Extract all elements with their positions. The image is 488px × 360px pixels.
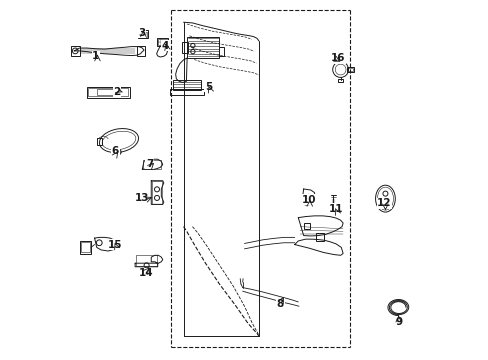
Bar: [70, 45, 80, 56]
Text: 11: 11: [328, 204, 343, 214]
Bar: [346, 67, 353, 72]
Text: 16: 16: [330, 53, 344, 63]
Bar: [137, 45, 144, 56]
Bar: [218, 47, 224, 56]
Bar: [97, 89, 119, 95]
Text: 8: 8: [276, 299, 284, 309]
Bar: [187, 37, 219, 58]
Text: 15: 15: [108, 239, 122, 249]
Bar: [158, 40, 167, 45]
Bar: [169, 89, 203, 95]
Bar: [80, 241, 91, 253]
Text: 6: 6: [112, 146, 119, 156]
Bar: [172, 80, 201, 90]
Bar: [152, 181, 162, 204]
Text: 7: 7: [145, 159, 153, 169]
Bar: [86, 87, 129, 98]
Text: 4: 4: [162, 41, 169, 50]
Bar: [137, 31, 148, 39]
Text: 14: 14: [138, 268, 153, 278]
Bar: [348, 68, 352, 71]
Text: 5: 5: [204, 82, 212, 92]
Bar: [303, 223, 309, 229]
Bar: [88, 88, 128, 96]
Text: 10: 10: [301, 195, 316, 205]
Text: 2: 2: [113, 87, 121, 97]
Bar: [136, 255, 157, 266]
Bar: [182, 42, 188, 53]
Bar: [143, 160, 160, 168]
Bar: [139, 32, 147, 37]
Text: 13: 13: [135, 193, 149, 203]
Text: 3: 3: [139, 28, 145, 38]
Text: 9: 9: [394, 317, 402, 327]
Bar: [338, 79, 342, 82]
Circle shape: [117, 150, 120, 153]
Text: 1: 1: [92, 51, 99, 61]
Bar: [316, 233, 324, 241]
Bar: [81, 242, 90, 252]
Bar: [156, 39, 168, 46]
Bar: [97, 138, 102, 145]
Text: 12: 12: [376, 198, 391, 208]
